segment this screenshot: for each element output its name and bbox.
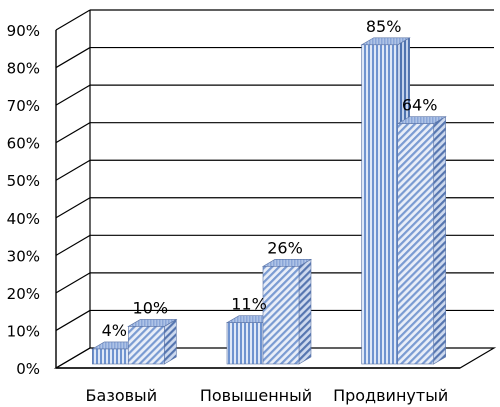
bar-front	[262, 266, 300, 365]
y-tick-label: 60%	[7, 135, 40, 153]
gridline-side	[55, 197, 91, 219]
y-tick-label: 90%	[7, 22, 40, 40]
x-category-label: Повышенный	[200, 386, 312, 405]
y-tick-label: 20%	[7, 285, 40, 303]
y-axis-tick-labels: 0% 10% 20% 30% 40% 50% 60% 70% 80% 90%	[7, 22, 40, 378]
gridline-side	[55, 122, 91, 144]
y-tick-label: 0%	[16, 360, 40, 378]
gridline-side	[55, 84, 91, 106]
gridline-side	[55, 272, 91, 294]
y-tick-label: 80%	[7, 60, 40, 78]
gridline-side	[55, 159, 91, 181]
bar-side	[433, 116, 446, 365]
data-labels: 4% 10% 11% 26% 85% 64%	[102, 17, 438, 340]
data-label: 11%	[231, 295, 267, 314]
data-label: 10%	[133, 298, 169, 317]
bar-front	[226, 322, 264, 365]
bar	[396, 116, 447, 365]
bar-front	[361, 44, 398, 365]
x-category-label: Продвинутый	[333, 386, 448, 405]
y-tick-label: 30%	[7, 247, 40, 265]
bars	[91, 37, 447, 365]
bar	[261, 258, 313, 365]
y-tick-label: 10%	[7, 322, 40, 340]
data-label: 26%	[267, 238, 303, 257]
y-tick-label: 40%	[7, 210, 40, 228]
bar-front	[92, 348, 129, 365]
data-label: 4%	[102, 321, 127, 340]
bar-side	[298, 258, 312, 365]
data-label: 85%	[366, 17, 402, 36]
x-axis-category-labels: Базовый Повышенный Продвинутый	[86, 386, 449, 405]
gridline-side	[55, 9, 91, 31]
gridline-side	[55, 47, 91, 69]
axes	[55, 30, 460, 369]
gridline-side	[55, 234, 91, 256]
bar-front	[397, 123, 434, 365]
y-tick-label: 70%	[7, 97, 40, 115]
gridline-side	[55, 309, 91, 331]
data-label: 64%	[402, 96, 438, 115]
x-category-label: Базовый	[86, 386, 158, 405]
gridline-side	[55, 347, 91, 369]
bar	[127, 318, 178, 365]
bar-side	[164, 318, 177, 365]
bar-front	[128, 326, 165, 365]
y-tick-label: 50%	[7, 172, 40, 190]
